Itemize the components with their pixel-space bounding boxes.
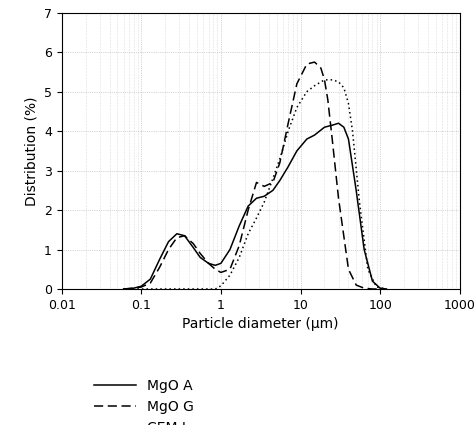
Y-axis label: Distribution (%): Distribution (%) [24,96,38,206]
X-axis label: Particle diameter (μm): Particle diameter (μm) [182,317,339,331]
Legend: MgO A, MgO G, CEM I: MgO A, MgO G, CEM I [89,373,199,425]
